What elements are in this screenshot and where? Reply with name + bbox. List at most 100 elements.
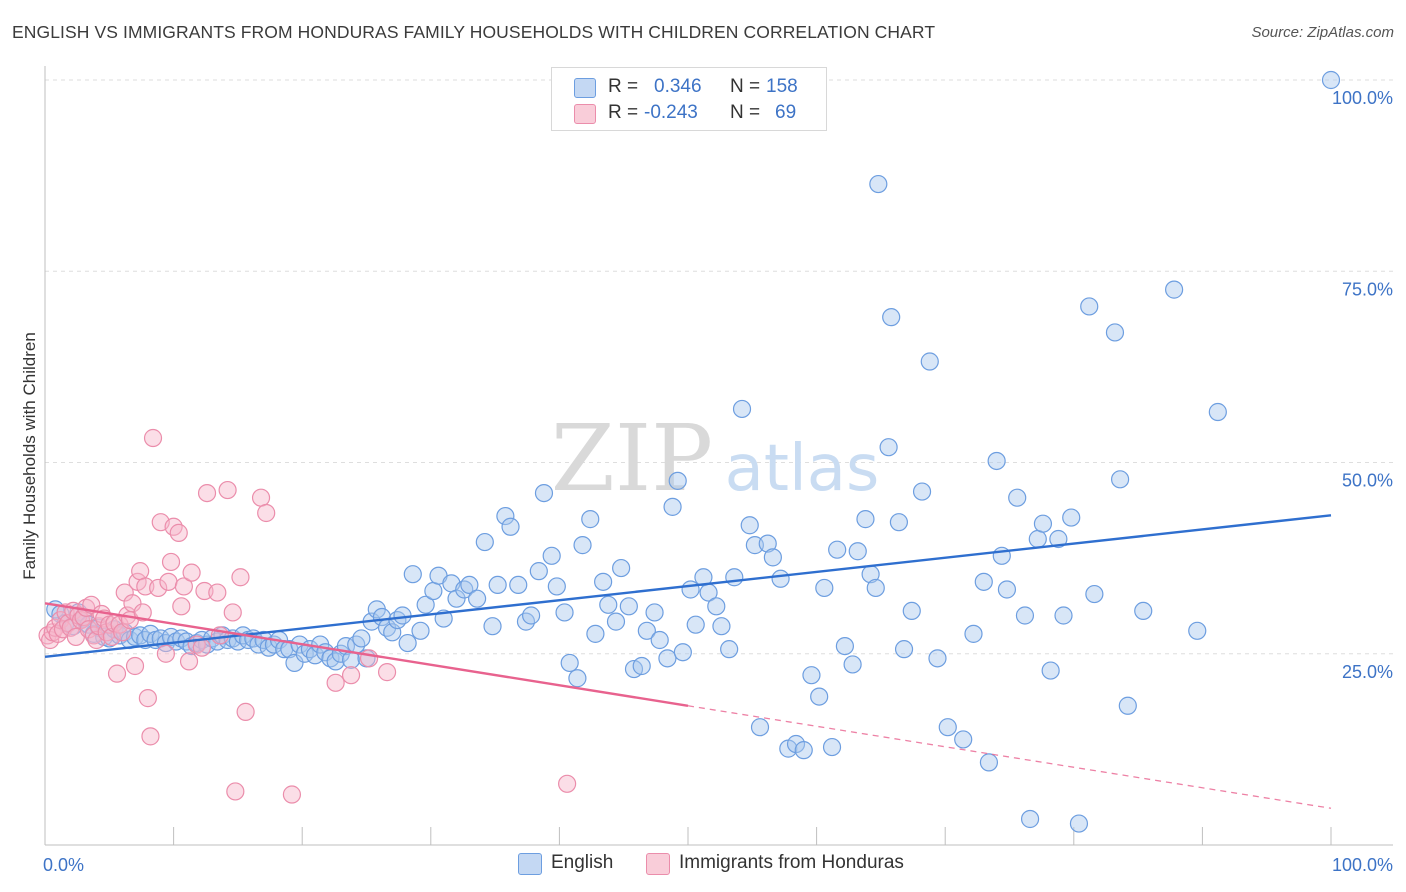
english-point — [732, 399, 752, 419]
english-point — [1008, 488, 1027, 507]
english-point — [979, 753, 999, 772]
honduras-point — [359, 649, 379, 668]
english-point — [1208, 402, 1227, 422]
english-point — [920, 352, 939, 371]
honduras-point — [223, 603, 242, 622]
english-point — [815, 578, 834, 598]
english-point — [586, 624, 605, 643]
honduras-point — [141, 727, 160, 746]
english-point — [1062, 508, 1081, 527]
english-point — [771, 569, 790, 588]
english-point — [1069, 814, 1089, 833]
english-point — [594, 572, 613, 591]
english-points — [46, 70, 1341, 833]
y-tick-label: 50.0% — [1342, 471, 1393, 491]
grid-lines — [45, 79, 1393, 655]
english-point — [424, 581, 443, 601]
honduras-point — [231, 568, 250, 587]
english-point — [403, 565, 422, 584]
english-point — [1080, 297, 1099, 316]
trend-lines — [44, 514, 1332, 809]
english-point — [835, 636, 854, 656]
honduras-point — [161, 552, 181, 572]
english-point — [1041, 661, 1060, 680]
english-point — [889, 513, 909, 532]
r-label: R = — [608, 76, 639, 97]
honduras-point — [326, 673, 345, 692]
english-point — [894, 640, 914, 659]
english-point — [1105, 323, 1125, 342]
english-point — [866, 578, 885, 598]
english-point — [822, 737, 842, 757]
english-point — [612, 558, 631, 578]
y-tick-labels: 25.0% 50.0% 75.0% 100.0% — [1332, 88, 1393, 682]
english-point — [483, 617, 502, 636]
english-point — [848, 542, 867, 561]
honduras-point — [149, 578, 168, 598]
english-point — [393, 606, 412, 625]
honduras-swatch — [574, 104, 596, 124]
english-point — [1015, 606, 1035, 625]
watermark-atlas: atlas — [725, 432, 880, 506]
honduras-point — [123, 594, 142, 613]
y-tick-label: 100.0% — [1332, 88, 1393, 108]
english-point — [987, 451, 1006, 471]
english-point — [882, 308, 901, 327]
x-tick-labels: 0.0% 100.0% — [43, 855, 1393, 875]
honduras-point — [138, 689, 157, 708]
english-point — [879, 438, 898, 457]
y-axis-label: Family Households with Children — [20, 332, 39, 580]
x-tick-label: 0.0% — [43, 855, 84, 875]
english-point — [460, 575, 479, 595]
english-point — [501, 517, 520, 536]
english-point — [1110, 470, 1130, 489]
honduras-point — [182, 563, 201, 582]
english-point — [912, 482, 932, 501]
english-swatch — [574, 78, 596, 98]
english-point — [954, 730, 973, 749]
english-point — [1028, 529, 1047, 549]
n-value: 158 — [766, 76, 798, 97]
r-value: 0.346 — [654, 76, 702, 97]
honduras-point — [251, 488, 271, 507]
english-point — [599, 595, 618, 614]
honduras-point — [174, 577, 193, 596]
english-point — [869, 174, 888, 194]
honduras-point — [159, 572, 178, 591]
english-point — [522, 606, 541, 625]
english-point — [547, 577, 566, 596]
english-point — [843, 655, 862, 674]
english-point — [560, 653, 579, 673]
english-point — [650, 630, 669, 650]
n-label: N = — [730, 102, 761, 123]
honduras-point — [192, 638, 211, 657]
english-point — [810, 687, 829, 706]
x-tick-label: 100.0% — [1332, 855, 1393, 875]
honduras-point — [172, 597, 191, 616]
honduras-point — [131, 562, 150, 581]
watermark: ZIP atlas — [551, 405, 879, 512]
honduras-point — [558, 774, 577, 793]
trend-extension-1 — [687, 705, 1332, 809]
english-point — [637, 621, 656, 640]
english-point — [964, 624, 983, 643]
english-point — [398, 633, 417, 653]
english-point — [997, 580, 1017, 599]
watermark-zip: ZIP — [551, 405, 713, 512]
english-point — [707, 597, 726, 616]
honduras-point — [156, 644, 175, 663]
english-point — [1165, 280, 1184, 299]
legend-label-honduras: Immigrants from Honduras — [679, 852, 904, 873]
honduras-point — [282, 785, 302, 804]
correlation-legend: R = 0.346 N = 158 R = -0.243 N = 69 — [551, 67, 827, 131]
english-point — [794, 741, 813, 760]
english-point — [668, 471, 687, 490]
english-point — [416, 595, 435, 614]
english-point — [663, 497, 682, 516]
english-point — [1188, 621, 1207, 640]
english-point — [1085, 584, 1104, 604]
honduras-point — [143, 428, 163, 448]
english-point — [1321, 70, 1341, 90]
source-credit: Source: ZipAtlas.com — [1251, 24, 1394, 41]
english-point — [673, 643, 692, 662]
